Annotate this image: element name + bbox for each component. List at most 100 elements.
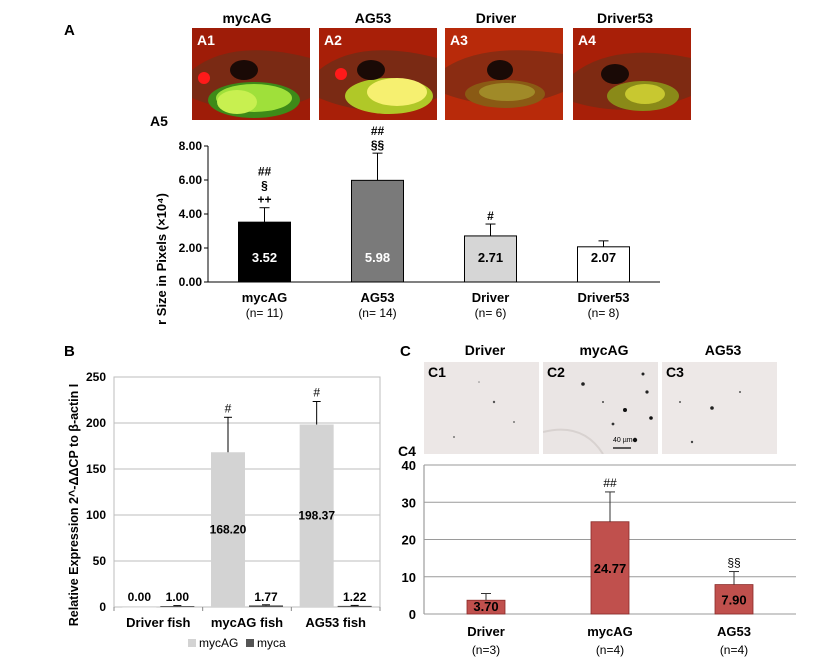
y-axis-label-b: Relative Expression 2^-ΔΔCP to β-actin I <box>67 384 81 626</box>
fish-image-a4: A4 <box>573 28 691 120</box>
y-tick-label: 30 <box>402 495 416 510</box>
sub-label-a5: A5 <box>150 113 168 129</box>
data-label: 2.71 <box>478 250 503 265</box>
data-label: 1.22 <box>343 590 367 604</box>
bar <box>211 452 245 607</box>
fish-image-a2: A2 <box>319 28 437 120</box>
panel-letter-a: A <box>64 22 75 39</box>
x-tick-label: mycAG fish <box>211 615 283 630</box>
data-label: 7.90 <box>721 592 746 607</box>
bar <box>122 607 157 608</box>
fish-illustration-a2 <box>319 28 437 120</box>
sub-label-c4: C4 <box>398 445 416 459</box>
y-tick-label: 100 <box>86 508 106 522</box>
y-tick-label: 0.00 <box>179 275 203 289</box>
x-tick-label: mycAG <box>242 290 288 305</box>
fish-illustration-a1 <box>192 28 310 120</box>
x-tick-label: AG53 <box>717 624 751 639</box>
bar <box>464 235 517 283</box>
significance-marker: # <box>313 385 320 399</box>
histology-image-c1: C1 <box>424 362 539 454</box>
histology-image-c3: C3 <box>662 362 777 454</box>
thumb-label-a1: A1 <box>197 32 215 48</box>
y-tick-label: 200 <box>86 416 106 430</box>
thumb-label-c1: C1 <box>428 364 446 380</box>
thumb-title-a4: Driver53 <box>596 10 654 26</box>
y-tick-label: 20 <box>402 533 416 548</box>
bar <box>351 179 404 283</box>
legend-swatch <box>188 639 196 647</box>
y-tick-label: 0 <box>99 600 106 614</box>
x-tick-label: Driver53 <box>577 290 629 305</box>
fish-image-a3: A3 <box>445 28 563 120</box>
significance-marker: # <box>487 209 494 223</box>
y-tick-label: 0 <box>409 607 416 622</box>
x-tick-label: mycAG <box>587 624 633 639</box>
significance-marker: ++ <box>257 193 271 207</box>
plot-frame <box>113 376 381 608</box>
x-tick-label: Driver fish <box>126 615 190 630</box>
x-tick-sublabel: (n= 6) <box>475 306 507 320</box>
y-tick-label: 150 <box>86 462 106 476</box>
thumb-label-a4: A4 <box>578 32 596 48</box>
thumb-title-a1: mycAG <box>222 10 272 26</box>
histology-texture-c3 <box>662 362 777 454</box>
x-tick-sublabel: (n= 11) <box>246 306 283 320</box>
bar <box>714 584 754 615</box>
data-label: 3.70 <box>473 599 498 614</box>
thumb-title-c2: mycAG <box>579 342 629 358</box>
significance-marker: ## <box>258 165 272 179</box>
x-tick-sublabel: (n=4) <box>596 643 624 657</box>
y-tick-label: 6.00 <box>179 173 203 187</box>
significance-marker: ## <box>603 476 617 490</box>
fish-illustration-a3 <box>445 28 563 120</box>
thumb-title-c3: AG53 <box>704 342 742 358</box>
thumb-title-a2: AG53 <box>354 10 392 26</box>
legend-label: myca <box>257 636 286 650</box>
data-label: 3.52 <box>252 250 277 265</box>
bar <box>590 521 630 615</box>
x-tick-label: AG53 fish <box>305 615 366 630</box>
panel-letter-b: B <box>64 343 75 360</box>
scale-bar-label: 40 µm <box>613 437 633 444</box>
y-tick-label: 10 <box>402 570 416 585</box>
histology-count-chart: C4 0 10 20 30 40 3.70 ## 24.77 §§ 7.90 Driver (n=… <box>398 445 796 657</box>
y-axis-label-a5: Liver Size in Pixels (×10⁴) <box>154 193 169 324</box>
bar <box>299 424 334 607</box>
bar <box>337 605 372 607</box>
thumb-title-a3: Driver <box>475 10 517 26</box>
x-tick-sublabel: (n=3) <box>472 643 500 657</box>
histology-texture-c1 <box>424 362 539 454</box>
thumb-label-c3: C3 <box>666 364 684 380</box>
x-tick-label: Driver <box>472 290 510 305</box>
data-label: 168.20 <box>210 523 247 537</box>
significance-marker: §§ <box>727 556 740 570</box>
thumb-title-c1: Driver <box>464 342 506 358</box>
liver-size-chart: A5 Liver Size in Pixels (×10⁴) 0.00 2.00 4… <box>150 113 660 324</box>
x-tick-sublabel: (n=4) <box>720 643 748 657</box>
y-tick-label: 2.00 <box>179 241 203 255</box>
significance-marker: § <box>261 179 268 193</box>
y-tick-label: 50 <box>93 554 107 568</box>
thumb-label-c2: C2 <box>547 364 565 380</box>
data-label: 24.77 <box>594 561 627 576</box>
y-tick-label: 40 <box>402 458 416 473</box>
panel-letter-c: C <box>400 343 411 360</box>
legend-swatch <box>246 639 254 647</box>
thumb-label-a3: A3 <box>450 32 468 48</box>
bar <box>577 246 630 283</box>
fish-image-a1: A1 <box>192 28 310 120</box>
data-label: 2.07 <box>591 250 616 265</box>
significance-marker: ## <box>371 124 385 138</box>
histology-texture-c2 <box>543 362 658 454</box>
data-label: 198.37 <box>298 509 335 523</box>
x-tick-sublabel: (n= 8) <box>588 306 620 320</box>
y-tick-label: 250 <box>86 370 106 384</box>
data-label: 1.77 <box>254 590 278 604</box>
data-label: 1.00 <box>166 590 190 604</box>
bar <box>249 605 283 607</box>
fish-illustration-a4 <box>573 28 691 120</box>
significance-marker: # <box>225 401 232 415</box>
data-label: 0.00 <box>128 590 152 604</box>
bar <box>466 599 506 615</box>
